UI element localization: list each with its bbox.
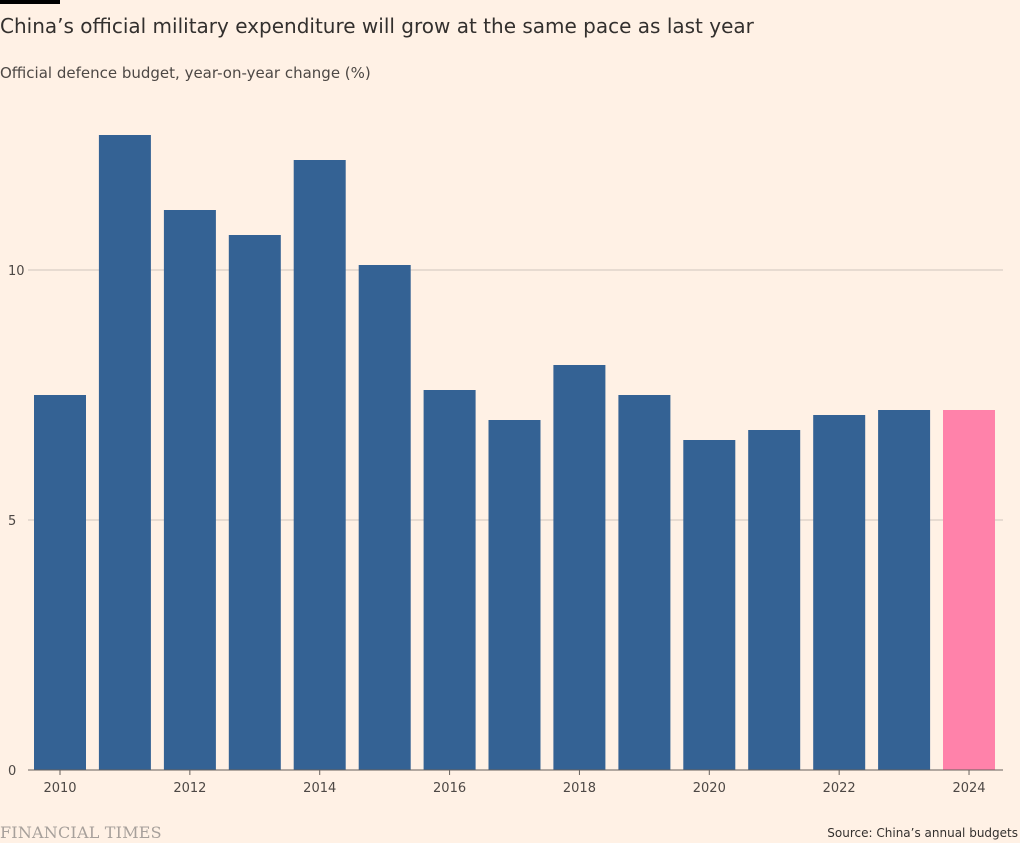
x-tick-label: 2024	[952, 781, 985, 796]
ft-logo: FINANCIAL TIMES	[0, 823, 162, 842]
bar-2014	[293, 160, 346, 770]
bar-2016	[423, 390, 476, 770]
bars	[34, 135, 995, 770]
chart-subtitle: Official defence budget, year-on-year ch…	[0, 64, 371, 82]
y-tick-label: 0	[8, 764, 16, 779]
x-tick-label: 2022	[823, 781, 856, 796]
bar-2019	[618, 395, 671, 770]
bar-2018	[553, 365, 606, 770]
bar-2011	[98, 135, 151, 770]
y-tick-label: 10	[8, 264, 25, 279]
bar-2013	[228, 235, 281, 770]
bar-2024	[943, 410, 995, 770]
axes: 0 5 10 2010 2012 2014 2016 2018 2020 2022 2024	[8, 264, 1003, 796]
x-tick-label: 2014	[303, 781, 336, 796]
x-tick-label: 2016	[433, 781, 466, 796]
x-tick-label: 2020	[693, 781, 726, 796]
bar-2020	[683, 440, 736, 770]
x-tick-label: 2010	[43, 781, 76, 796]
x-tick-label: 2012	[173, 781, 206, 796]
bar-2021	[748, 430, 801, 770]
bar-2017	[488, 420, 541, 770]
bar-2015	[358, 265, 411, 770]
bar-2012	[163, 210, 216, 770]
source-note: Source: China’s annual budgets	[827, 826, 1018, 840]
bar-2010	[34, 395, 86, 770]
bar-2022	[813, 415, 866, 770]
y-tick-label: 5	[8, 514, 16, 529]
chart-title: China’s official military expenditure wi…	[0, 14, 754, 38]
brand-top-bar	[0, 0, 60, 4]
bar-2023	[878, 410, 931, 770]
x-tick-label: 2018	[563, 781, 596, 796]
